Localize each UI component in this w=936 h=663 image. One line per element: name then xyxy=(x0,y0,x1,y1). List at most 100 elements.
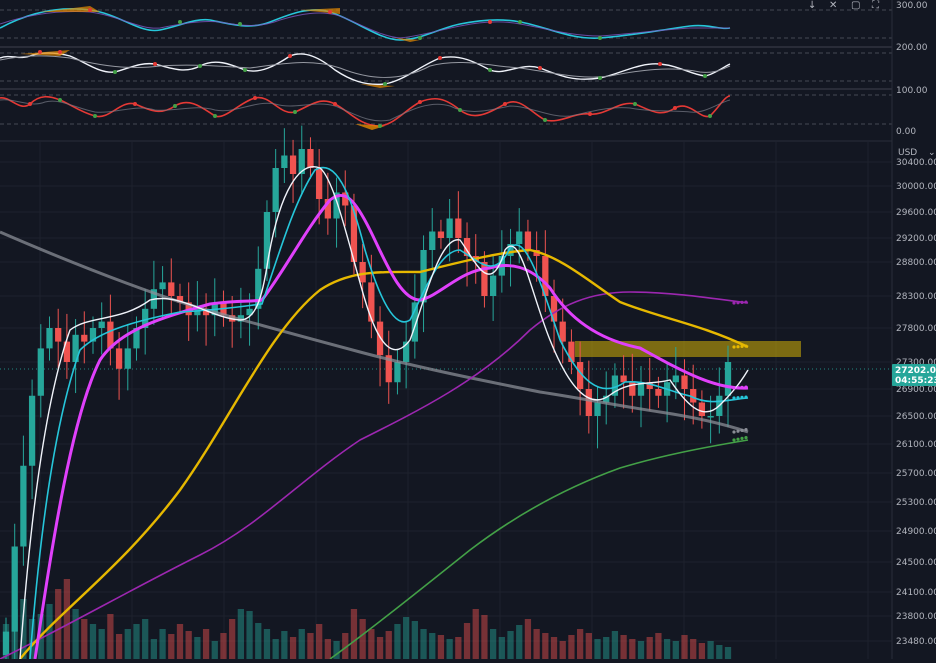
volume-bar xyxy=(55,589,62,659)
osc3-line-gray xyxy=(0,99,731,122)
candle-body xyxy=(559,321,566,342)
arrow-down-icon[interactable]: ↓ xyxy=(808,0,816,11)
volume-bar xyxy=(376,637,384,659)
candle-body xyxy=(124,348,131,369)
volume-bar xyxy=(324,639,331,659)
volume-bar xyxy=(298,629,305,659)
oscillator-signal-dot xyxy=(703,74,707,78)
volume-bar xyxy=(63,579,71,659)
ma-projection-dot xyxy=(744,344,748,348)
candle-body xyxy=(403,341,410,362)
candle-body xyxy=(455,218,462,238)
oscillator-signal-dot xyxy=(588,112,592,116)
volume-bar xyxy=(559,641,566,659)
volume-bar xyxy=(307,633,314,659)
volume-bar xyxy=(698,643,706,659)
price-tick-label: 27800.00 xyxy=(896,324,936,334)
candle-body xyxy=(568,341,575,362)
candle-body xyxy=(307,149,314,168)
candle-body xyxy=(646,382,653,389)
oscillator-signal-dot xyxy=(598,76,602,80)
close-icon[interactable]: ✕ xyxy=(829,0,837,11)
oscillator-signal-dot xyxy=(503,102,507,106)
currency-label[interactable]: USD xyxy=(898,148,917,158)
volume-bar xyxy=(229,619,236,659)
candle-body xyxy=(133,328,140,349)
oscillator-signal-dot xyxy=(488,20,492,24)
oscillator-signal-dot xyxy=(253,96,257,100)
oscillator-signal-dot xyxy=(243,68,247,72)
osc2-line-gray xyxy=(0,55,731,78)
candle-body xyxy=(142,308,149,328)
volume-bar xyxy=(255,623,262,659)
price-tick-labels: 30400.00 30000.00 29600.00 29200.00 28800.00… xyxy=(896,158,936,647)
oscillator-signal-dot xyxy=(418,100,422,104)
ma-projection-dot xyxy=(744,385,748,389)
volume-bar xyxy=(472,609,479,659)
oscillator-signal-dot xyxy=(88,8,92,12)
volume-bar xyxy=(524,619,532,659)
price-tag: 27202.03 04:55:23 xyxy=(892,364,936,386)
volume-bar xyxy=(185,631,192,659)
osc-scale-0: 0.00 xyxy=(896,127,916,137)
candle-body xyxy=(350,205,358,262)
oscillator-signal-dot xyxy=(288,54,292,58)
candle-body xyxy=(28,395,36,466)
candle-body xyxy=(324,199,331,219)
oscillator-signal-dot xyxy=(438,56,442,60)
candle-body xyxy=(37,348,44,396)
oscillator-signal-dot xyxy=(213,114,217,118)
window-icon[interactable]: ▢ xyxy=(851,0,860,11)
volume-bar xyxy=(585,633,592,659)
osc-scale-200: 200.00 xyxy=(896,43,928,53)
oscillator-signal-dot xyxy=(658,62,662,66)
volume-bars xyxy=(2,579,732,659)
oscillator-signal-dot xyxy=(543,118,547,122)
volume-bar xyxy=(420,629,427,659)
candle-body xyxy=(394,362,401,383)
volume-bar xyxy=(446,639,453,659)
candle-body xyxy=(63,341,71,362)
oscillator-signal-dot xyxy=(293,110,297,114)
price-tick-label: 27300.00 xyxy=(896,358,936,368)
volume-bar xyxy=(107,614,114,659)
ma-projection-dot xyxy=(732,438,736,442)
volume-bar xyxy=(316,624,323,659)
candle-body xyxy=(2,631,10,656)
volume-bar xyxy=(150,639,158,659)
candle-body xyxy=(637,382,645,396)
volume-bar xyxy=(350,609,358,659)
volume-bar xyxy=(655,633,662,659)
candle-body xyxy=(194,308,201,316)
candle-body xyxy=(168,282,175,296)
volume-bar xyxy=(89,624,97,659)
candle-body xyxy=(542,256,549,296)
volume-bar xyxy=(594,639,601,659)
osc1-line-a xyxy=(0,8,731,41)
oscillator-signal-dot xyxy=(458,108,462,112)
ma-projection-dot xyxy=(744,428,748,432)
volume-bar xyxy=(403,617,410,659)
volume-bar xyxy=(411,621,418,659)
candle-body xyxy=(385,355,392,383)
candle-body xyxy=(359,262,366,283)
ma-gray-long xyxy=(0,230,749,434)
volume-bar xyxy=(516,625,523,659)
candle-body xyxy=(89,328,97,342)
ma-projection-dot xyxy=(740,428,744,432)
volume-bar xyxy=(333,641,340,659)
settings-icon[interactable]: ⛶ xyxy=(871,0,880,11)
candle-body xyxy=(20,465,27,547)
ma-projection-dot xyxy=(736,386,740,390)
volume-bar xyxy=(115,634,123,659)
oscillator-scale-labels: 300.00 200.00 100.00 0.00 xyxy=(896,1,928,137)
candle-body xyxy=(429,231,436,250)
currency-chevron-icon[interactable]: ⌄ xyxy=(928,148,936,158)
oscillator-signal-dot xyxy=(178,20,182,24)
volume-bar xyxy=(394,624,401,659)
price-tick-label: 23800.00 xyxy=(896,612,936,622)
volume-bar xyxy=(637,641,645,659)
ma-green xyxy=(329,439,749,660)
ma-projection-dot xyxy=(736,437,740,441)
